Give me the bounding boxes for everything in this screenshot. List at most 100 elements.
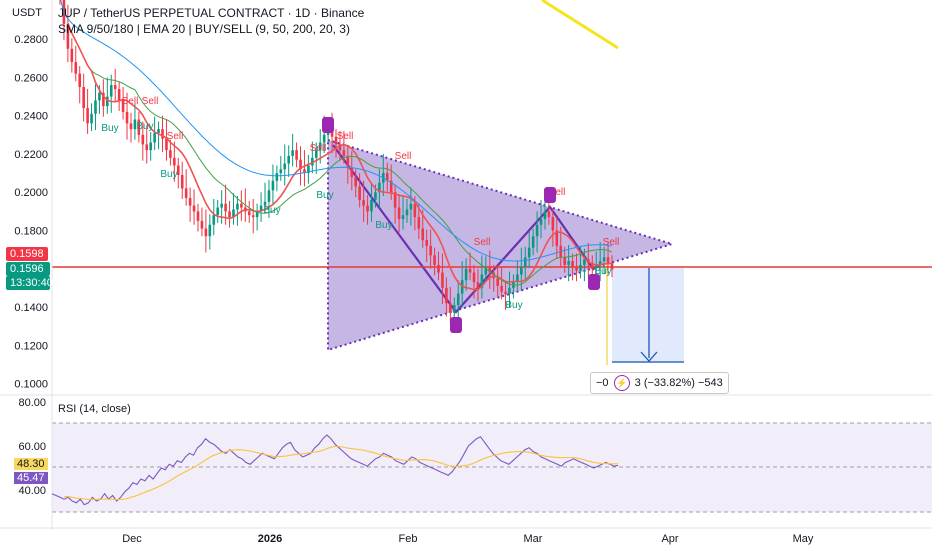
measure-tool[interactable] xyxy=(52,0,932,365)
candle-body xyxy=(480,274,484,288)
sell-signal: Sell xyxy=(603,237,620,248)
rsi-ma-badge: 48.30 xyxy=(14,458,48,470)
candle-body xyxy=(267,190,271,202)
candle-body xyxy=(543,211,547,220)
candle-body xyxy=(307,165,310,174)
candle-body xyxy=(279,169,283,174)
candle-body xyxy=(236,203,239,210)
pattern-marker xyxy=(322,117,334,133)
candle-body xyxy=(295,150,298,160)
candle-body xyxy=(98,92,101,101)
candle-body xyxy=(109,85,113,97)
candle-body xyxy=(204,228,208,237)
pattern-marker xyxy=(450,317,462,333)
time-axis[interactable]: Dec 2026 Feb Mar Apr May xyxy=(122,533,814,545)
candle-body xyxy=(567,261,570,265)
candle-body xyxy=(322,134,326,143)
measure-arrowhead xyxy=(640,351,658,362)
sma180-line xyxy=(60,0,613,262)
candle-body xyxy=(452,305,456,313)
rsi-legend[interactable]: RSI (14, close) xyxy=(58,403,131,415)
candle-body xyxy=(145,144,149,151)
candle-body xyxy=(358,186,361,200)
candle-body xyxy=(184,188,188,198)
candle-body xyxy=(94,100,97,114)
candle-body xyxy=(417,217,421,229)
rsi-tick-label: 40.00 xyxy=(18,485,46,497)
candle-body xyxy=(551,217,555,231)
candle-body xyxy=(212,215,216,225)
candle-body xyxy=(129,123,133,130)
candle-body xyxy=(318,142,322,151)
measure-label[interactable]: −0 ⚡ 3 (−33.82%) −543 xyxy=(590,372,729,394)
candle-body xyxy=(520,266,523,275)
pattern-marker xyxy=(588,274,600,290)
sell-signal: Sell xyxy=(549,187,566,198)
candle-body xyxy=(449,303,452,313)
candle-body xyxy=(366,205,369,212)
candle-body xyxy=(606,257,610,264)
candle-body xyxy=(456,293,460,306)
candle-body xyxy=(157,129,160,133)
price-tick-label: 0.1000 xyxy=(14,379,48,391)
pattern-marker xyxy=(544,187,556,203)
candle-body xyxy=(149,142,152,151)
sell-signal: Sell xyxy=(337,131,354,142)
candle-body xyxy=(137,119,141,135)
candle-body xyxy=(393,192,397,208)
symbol-title[interactable]: JUP / TetherUS PERPETUAL CONTRACT · 1D ·… xyxy=(58,6,365,20)
candle-body xyxy=(579,264,582,271)
candle-body xyxy=(472,272,476,283)
candle-body xyxy=(425,240,428,246)
buy-signal: Buy xyxy=(136,121,153,132)
candle-body xyxy=(188,197,192,206)
candle-body xyxy=(287,155,290,164)
candle-body xyxy=(594,264,598,269)
yellow-trend-line xyxy=(541,0,619,50)
price-tick-label: 0.2800 xyxy=(14,34,48,46)
candle-body xyxy=(102,92,105,107)
candle-body xyxy=(610,263,614,270)
triangle-pattern[interactable] xyxy=(327,138,676,352)
candle-body xyxy=(173,157,176,166)
candle-body xyxy=(397,207,401,220)
buy-signal: Buy xyxy=(375,220,392,231)
candle-body xyxy=(602,257,606,262)
candle-body xyxy=(66,23,70,49)
candle-body xyxy=(575,266,578,271)
candle-body xyxy=(263,201,267,206)
candle-body xyxy=(531,236,535,248)
rsi-tick-label: 60.00 xyxy=(18,441,46,453)
time-tick-label: May xyxy=(793,533,814,545)
indicator-legend[interactable]: SMA 9/50/180 | EMA 20 | BUY/SELL (9, 50,… xyxy=(58,22,350,36)
candle-body xyxy=(311,157,314,166)
candle-body xyxy=(441,272,444,288)
candle-body xyxy=(216,207,220,216)
candle-body xyxy=(405,209,409,216)
candle-body xyxy=(208,224,212,237)
candle-body xyxy=(421,228,425,241)
price-tick-label: 0.1800 xyxy=(14,225,48,237)
price-tick-label: 0.2200 xyxy=(14,149,48,161)
pattern-markers[interactable] xyxy=(322,117,600,333)
measure-left-text: −0 xyxy=(596,376,609,389)
lightning-icon[interactable]: ⚡ xyxy=(613,375,630,391)
candles xyxy=(59,0,614,324)
rsi-ma-line xyxy=(64,445,619,501)
price-axis[interactable]: 0.28000.26000.24000.22000.20000.18000.16… xyxy=(0,0,932,530)
candle-body xyxy=(200,220,204,229)
candle-body xyxy=(78,73,82,88)
buy-signal: Buy xyxy=(263,205,280,216)
candle-body xyxy=(433,255,436,265)
candle-body xyxy=(113,85,117,89)
candle-body xyxy=(165,138,168,151)
candle-body xyxy=(523,257,527,267)
candle-body xyxy=(437,264,440,273)
candle-body xyxy=(504,291,507,294)
candle-body xyxy=(196,211,200,221)
measure-right-text: 3 (−33.82%) −543 xyxy=(634,376,723,389)
candle-body xyxy=(527,247,531,258)
rsi-line xyxy=(51,434,619,506)
sell-signal: Sell xyxy=(474,237,491,248)
